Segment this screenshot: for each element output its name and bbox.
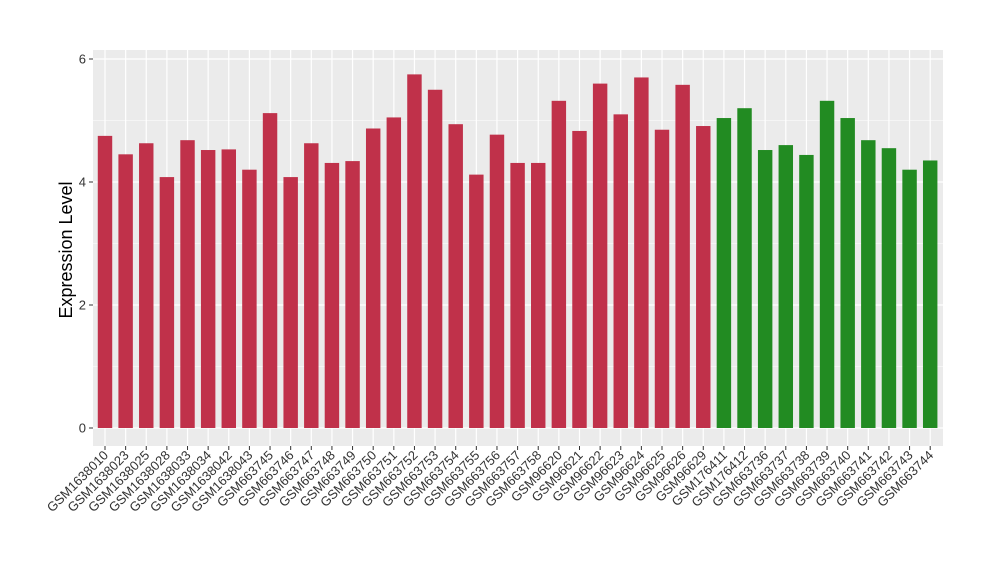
bar <box>654 129 670 429</box>
bar <box>675 84 690 428</box>
bar <box>531 162 546 428</box>
bar <box>757 150 773 428</box>
bar <box>799 154 814 428</box>
bar <box>365 128 381 428</box>
bars <box>97 74 938 429</box>
bar <box>345 161 360 428</box>
bar <box>634 77 649 428</box>
bar <box>304 143 319 428</box>
bar <box>737 108 752 428</box>
bar <box>778 145 794 428</box>
y-axis: 0 2 4 6 <box>79 52 93 436</box>
bar <box>386 117 402 429</box>
bar <box>407 74 422 429</box>
bar <box>427 89 443 428</box>
bar <box>592 83 608 428</box>
bar <box>97 135 113 429</box>
y-tick-label: 4 <box>79 175 86 190</box>
y-tick-label: 2 <box>79 298 86 313</box>
bar <box>324 162 340 428</box>
y-tick-label: 6 <box>79 52 86 67</box>
bar <box>469 174 484 428</box>
bar <box>262 113 278 429</box>
bar <box>716 118 732 428</box>
y-tick-label: 0 <box>79 421 86 436</box>
bar <box>819 100 835 428</box>
bar <box>902 169 917 428</box>
bar <box>200 150 216 428</box>
bar <box>613 114 628 428</box>
bar <box>448 124 463 428</box>
bar <box>551 100 567 428</box>
x-axis: GSM1638010GSM1638023GSM1638025GSM1638028… <box>44 446 936 515</box>
bar <box>139 143 154 428</box>
bar <box>510 162 525 428</box>
bar <box>159 177 175 428</box>
bar <box>118 154 133 428</box>
bar <box>840 118 855 428</box>
y-axis-title: Expression Level <box>56 181 76 318</box>
bar <box>489 134 505 428</box>
bar <box>283 177 298 428</box>
bar <box>881 148 897 428</box>
bar <box>696 126 711 428</box>
bar <box>861 140 876 428</box>
bar <box>242 169 257 428</box>
bar <box>221 149 236 428</box>
bar <box>572 130 587 428</box>
bar <box>922 160 938 429</box>
bar <box>180 140 195 428</box>
